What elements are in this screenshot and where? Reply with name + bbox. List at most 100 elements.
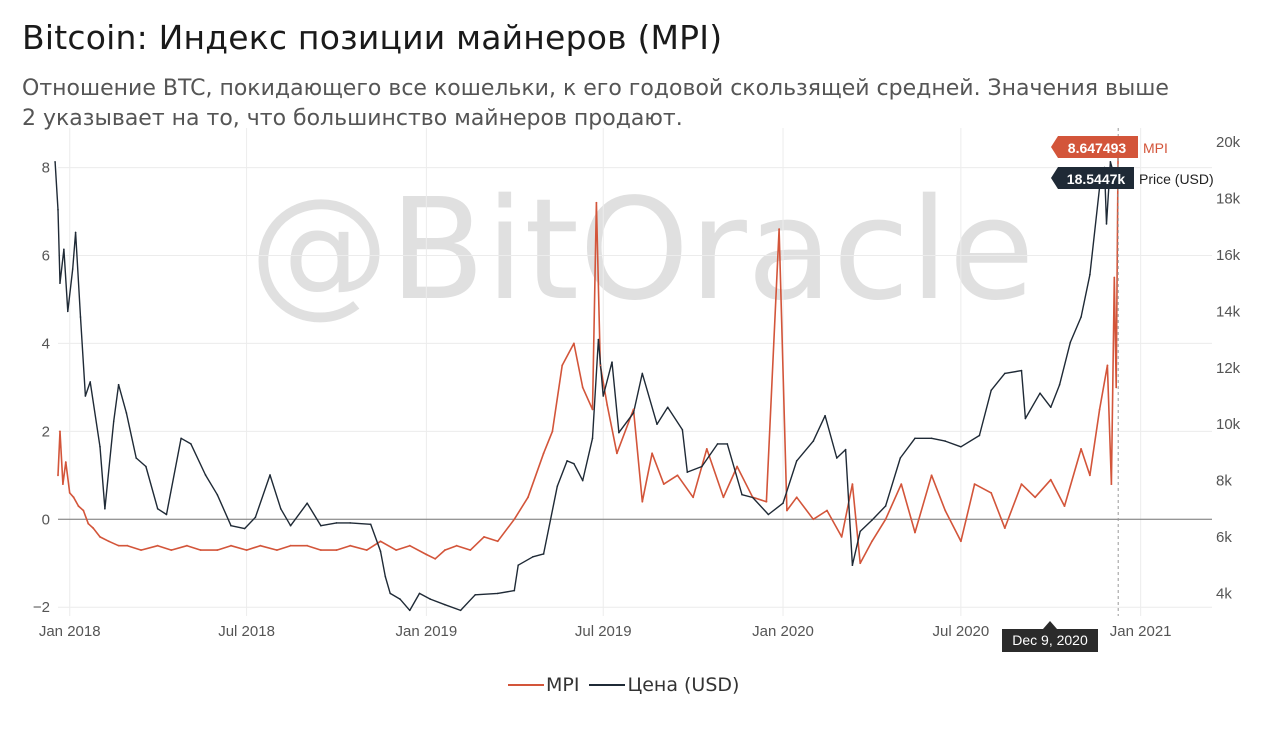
price-point [656,423,658,425]
price-point [112,420,115,423]
price-point [369,523,372,526]
mpi-point [705,448,708,450]
price-point [686,471,689,473]
mpi-point [306,544,309,547]
price-point [99,445,101,448]
price-point [517,564,520,567]
price-point [741,493,743,496]
price-point [1080,316,1082,318]
price-point [851,564,854,567]
mpi-point [1049,478,1052,481]
legend-swatch-mpi [508,684,544,686]
price-point [190,443,192,445]
price-point [726,443,729,445]
price-point [459,609,462,612]
mpi-point [786,509,788,512]
price-point [335,522,338,524]
legend-swatch-price [589,684,626,686]
mpi-point [425,553,428,556]
mpi-point [930,474,933,477]
mpi-point [59,430,61,433]
price-tooltip-value: 18.5447k [1067,171,1126,187]
price-point [84,395,87,397]
mpi-tooltip: 8.647493 MPI [1051,136,1168,158]
price-point [767,513,770,516]
mpi-point [871,540,873,543]
price-point [1089,273,1091,276]
price-point [135,457,137,459]
price-point [279,508,282,510]
price-tooltip: 18.5447k Price (USD) [1051,167,1214,189]
price-point [204,474,207,476]
price-point [66,310,69,313]
mpi-point [408,544,411,547]
mpi-point [662,483,665,486]
price-point [566,460,568,462]
mpi-point [199,549,202,551]
axes: Jan 2018 Jul 2018 Jan 2019 Jul 2019 Jan 2020… [33,134,1241,640]
mpi-point [61,483,64,486]
price-point [384,575,387,578]
y-right-tick-label: 12k [1216,360,1241,377]
mpi-point [82,509,85,512]
price-point [1049,406,1052,409]
price-point [1069,341,1072,344]
x-tick-label: Jul 2018 [218,623,275,640]
series-layer [54,128,1120,616]
mpi-point [959,540,962,543]
mpi-point [765,500,768,503]
price-point [349,522,351,524]
mpi-point [599,364,602,367]
series-line-price [54,161,1119,612]
price-point [1004,372,1006,375]
mpi-point [1106,364,1109,367]
legend-item-mpi[interactable]: MPI [508,674,579,696]
mpi-point [914,531,916,534]
date-tooltip-text: Dec 9, 2020 [1012,632,1088,648]
mpi-point [395,549,397,551]
mpi-point [64,461,67,464]
price-point [117,383,120,386]
price-point [165,513,168,516]
price-point [408,609,411,612]
mpi-point [990,492,993,494]
mpi-point [1113,276,1116,279]
mpi-point [126,544,129,547]
mpi-point [455,544,458,547]
mpi-point [349,544,352,547]
mpi-point [859,562,862,565]
price-point [812,440,815,442]
price-point [216,493,219,496]
y-right-tick-label: 10k [1216,416,1241,433]
mpi-point [99,535,101,538]
mpi-point [107,540,110,543]
price-point [513,589,516,592]
price-point [824,414,826,417]
price-point [230,524,232,527]
legend-item-price[interactable]: Цена (USD) [589,674,739,696]
price-point [57,209,59,211]
mpi-point [289,544,292,547]
mpi-point [230,544,232,547]
price-point [243,527,246,530]
y-left-tick-label: 0 [42,511,50,528]
mpi-tooltip-label: MPI [1143,140,1168,156]
mpi-point [77,505,80,507]
x-tick-label: Jul 2019 [575,623,632,640]
y-right-tick-label: 16k [1216,247,1241,264]
price-point [666,406,669,409]
price-point [782,502,784,504]
legend: MPI Цена (USD) [508,674,739,696]
price-point [429,598,432,600]
price-point [71,268,74,270]
mpi-point [483,535,485,538]
y-right-tick-label: 18k [1216,191,1241,208]
mpi-point [335,549,338,551]
price-point [532,555,534,558]
mpi-point [319,549,322,551]
mpi-point [72,496,75,499]
date-tooltip-box [1002,621,1098,652]
mpi-point [186,544,188,547]
price-tooltip-label: Price (USD) [1139,171,1214,187]
